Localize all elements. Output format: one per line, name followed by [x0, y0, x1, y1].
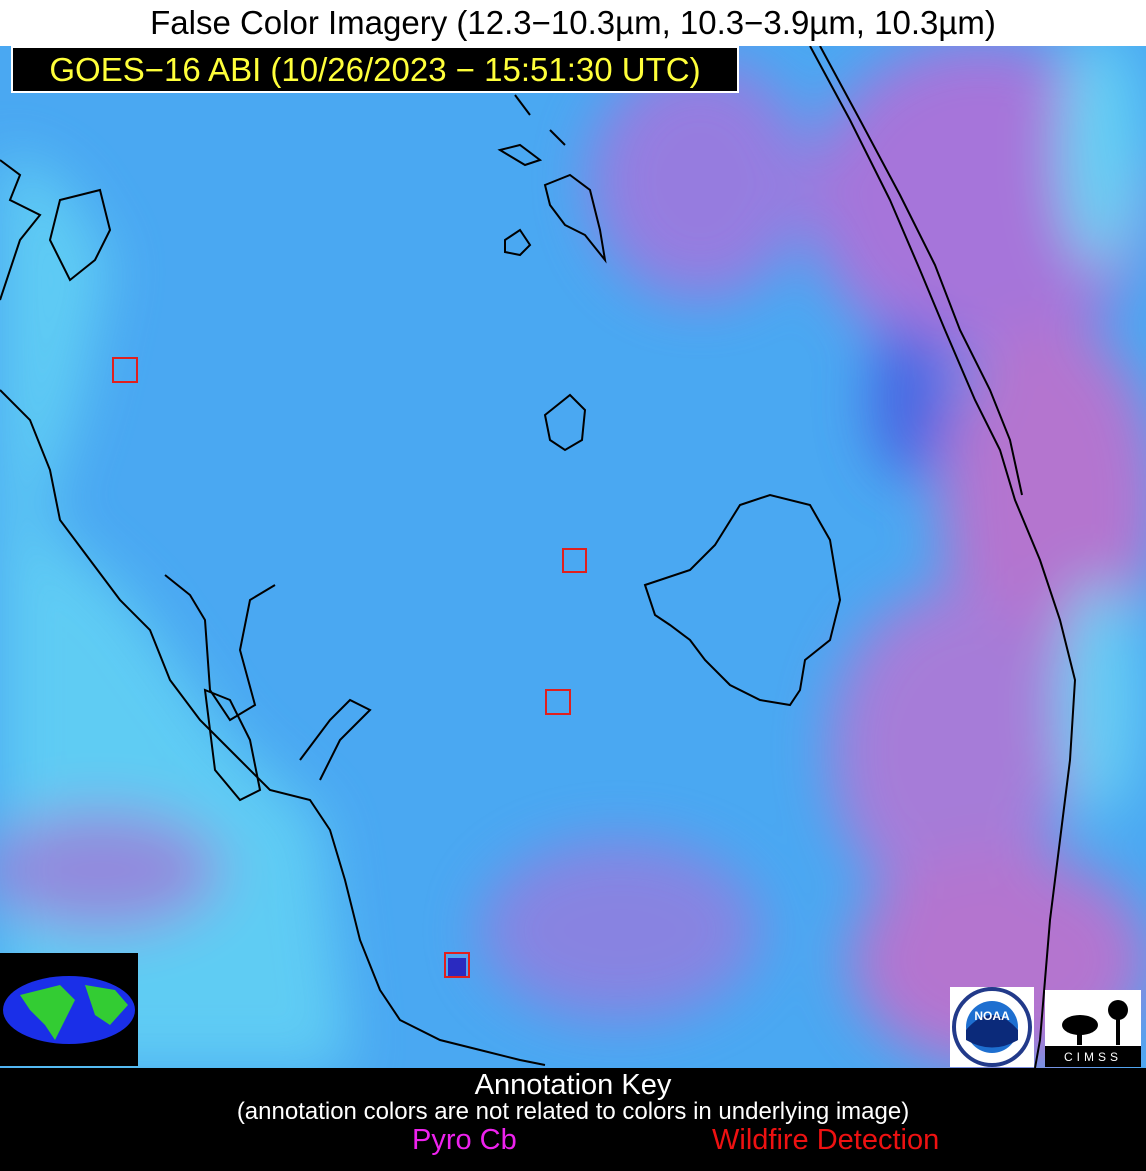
globe-inset [0, 953, 138, 1066]
key-item: Pyro Cb [412, 1124, 517, 1156]
coastline [0, 46, 1077, 1068]
satellite-image: NOAA CIMSS [0, 46, 1146, 1068]
cimss-label: CIMSS [1064, 1050, 1122, 1064]
key-item: Wildfire Detection [712, 1124, 940, 1156]
annotation-key: Annotation Key (annotation colors are no… [0, 1068, 1146, 1171]
noaa-logo: NOAA [950, 987, 1034, 1067]
key-title: Annotation Key [474, 1069, 672, 1101]
subtitle: GOES−16 ABI (10/26/2023 − 15:51:30 UTC) [11, 46, 739, 93]
cimss-logo: CIMSS [1045, 990, 1141, 1067]
title: False Color Imagery (12.3−10.3µm, 10.3−3… [0, 0, 1146, 46]
hotspot [448, 958, 466, 976]
noaa-label: NOAA [974, 1009, 1010, 1023]
wildfire-markers [112, 357, 587, 978]
key-note: (annotation colors are not related to co… [236, 1098, 910, 1125]
